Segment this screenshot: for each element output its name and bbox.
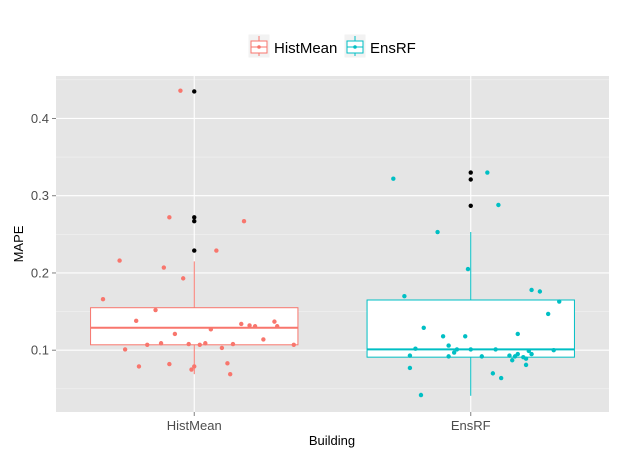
outlier-point — [192, 89, 197, 94]
data-point — [208, 327, 214, 332]
x-tick-label: EnsRF — [451, 418, 491, 433]
data-point — [551, 348, 556, 353]
y-tick-label: 0.1 — [31, 343, 49, 358]
data-point — [446, 354, 451, 359]
data-point — [529, 287, 534, 293]
outlier-point — [192, 248, 197, 253]
data-point — [407, 353, 413, 358]
data-point — [192, 364, 197, 369]
data-point — [465, 266, 471, 272]
data-point — [407, 365, 413, 371]
data-point — [507, 353, 512, 358]
box-group — [366, 170, 575, 398]
data-point — [496, 202, 501, 208]
data-point — [122, 347, 128, 352]
iqr-box — [90, 307, 299, 346]
y-axis: 0.1 0.2 0.3 0.4 — [31, 111, 56, 358]
data-point — [485, 170, 490, 175]
data-point — [161, 265, 167, 270]
data-point — [100, 297, 106, 302]
plot-marks — [90, 88, 575, 398]
data-point — [203, 341, 208, 346]
data-point — [272, 319, 277, 324]
data-point — [247, 323, 252, 328]
data-point — [189, 367, 194, 372]
data-point — [230, 341, 236, 347]
data-point — [391, 176, 396, 181]
data-point — [413, 346, 418, 351]
data-point — [463, 334, 468, 339]
data-point — [145, 342, 150, 347]
legend-label-ensrf: EnsRF — [370, 40, 416, 57]
data-point — [197, 342, 202, 347]
data-point — [227, 371, 233, 377]
data-point — [557, 299, 562, 304]
data-point — [214, 248, 219, 253]
x-axis-title: Building — [309, 433, 355, 448]
data-point — [167, 361, 172, 367]
outlier-point — [192, 215, 197, 220]
data-point — [490, 371, 496, 376]
outlier-point — [468, 170, 473, 175]
data-point — [446, 343, 451, 348]
data-point — [418, 392, 424, 398]
x-tick-label: HistMean — [167, 418, 222, 433]
data-point — [451, 350, 457, 355]
data-point — [219, 345, 225, 351]
data-point — [261, 337, 266, 342]
data-point — [241, 219, 247, 224]
data-point — [440, 334, 446, 339]
outlier-point — [468, 177, 473, 182]
legend: HistMean EnsRF — [247, 33, 416, 59]
y-tick-label: 0.2 — [31, 265, 49, 280]
plot-panel — [56, 76, 609, 412]
y-tick-label: 0.4 — [31, 111, 49, 126]
data-point — [537, 289, 543, 294]
x-axis: HistMean EnsRF — [167, 412, 491, 433]
y-axis-title: MAPE — [11, 225, 26, 262]
data-point — [512, 354, 518, 359]
data-point — [252, 324, 258, 329]
data-point — [275, 324, 280, 329]
data-point — [523, 356, 529, 361]
data-point — [479, 354, 485, 359]
data-point — [515, 331, 520, 337]
outlier-point — [192, 219, 197, 224]
data-point — [136, 364, 142, 369]
data-point — [493, 347, 498, 352]
data-point — [454, 347, 460, 352]
data-point — [180, 276, 186, 281]
data-point — [402, 293, 407, 299]
data-point — [498, 375, 504, 381]
legend-point-histmean — [257, 45, 261, 49]
data-point — [523, 362, 529, 368]
data-point — [158, 341, 164, 346]
data-point — [529, 351, 534, 357]
data-point — [510, 358, 515, 363]
data-point — [225, 361, 230, 366]
box-group — [90, 88, 299, 377]
data-point — [186, 341, 191, 347]
data-point — [133, 318, 139, 324]
data-point — [545, 311, 551, 317]
y-tick-label: 0.3 — [31, 188, 49, 203]
legend-point-ensrf — [353, 45, 357, 49]
data-point — [172, 331, 178, 337]
data-point — [178, 88, 183, 93]
data-point — [239, 321, 244, 327]
data-point — [291, 342, 296, 347]
data-point — [526, 348, 532, 354]
data-point — [468, 347, 473, 352]
data-point — [153, 307, 158, 313]
legend-label-histmean: HistMean — [274, 40, 337, 57]
data-point — [167, 215, 172, 220]
data-point — [117, 258, 122, 263]
outlier-point — [468, 203, 473, 208]
data-point — [421, 325, 426, 331]
data-point — [435, 229, 440, 235]
